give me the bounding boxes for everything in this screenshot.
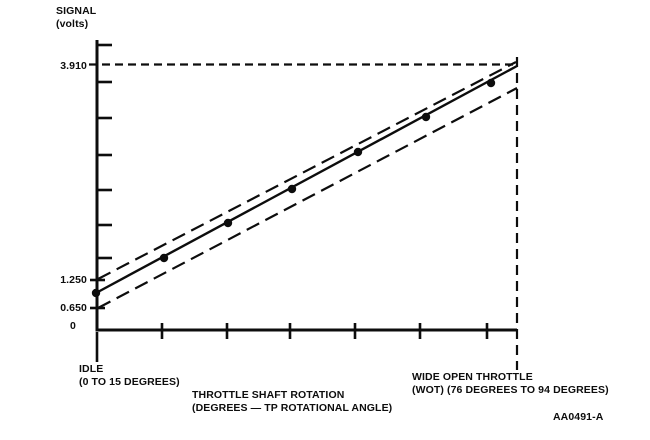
idle-annotation: IDLE (0 TO 15 DEGREES) <box>79 363 180 388</box>
wot-annotation: WIDE OPEN THROTTLE (WOT) (76 DEGREES TO … <box>412 371 609 396</box>
figure-code: AA0491-A <box>553 411 604 423</box>
data-point <box>159 253 169 263</box>
upper-tolerance-line <box>97 61 517 280</box>
idle-annotation-line2: (0 TO 15 DEGREES) <box>79 375 180 388</box>
data-point <box>223 218 233 228</box>
x-axis-title-line1: THROTTLE SHAFT ROTATION <box>192 389 345 401</box>
y-tick-label-3910: 3.910 <box>60 60 87 72</box>
data-point <box>287 184 297 194</box>
x-axis-title-line2: (DEGREES — TP ROTATIONAL ANGLE) <box>192 401 393 414</box>
nominal-signal-line <box>95 64 518 295</box>
data-point <box>91 288 101 298</box>
y-axis-title: SIGNAL (volts) <box>56 5 96 30</box>
lower-tolerance-line <box>97 87 518 309</box>
data-point <box>486 78 496 88</box>
y-tick-label-0650: 0.650 <box>60 302 87 314</box>
wot-annotation-line2: (WOT) (76 DEGREES TO 94 DEGREES) <box>412 383 609 396</box>
data-point <box>421 112 431 122</box>
wot-annotation-line1: WIDE OPEN THROTTLE <box>412 371 533 383</box>
idle-annotation-line1: IDLE <box>79 363 104 375</box>
y-axis-title-line1: SIGNAL <box>56 5 97 17</box>
y-axis-title-line2: (volts) <box>56 17 89 30</box>
x-axis-title: THROTTLE SHAFT ROTATION (DEGREES — TP RO… <box>192 389 392 414</box>
data-point <box>353 147 363 157</box>
y-tick-label-zero: 0 <box>70 320 76 332</box>
y-tick-label-1250: 1.250 <box>60 274 87 286</box>
